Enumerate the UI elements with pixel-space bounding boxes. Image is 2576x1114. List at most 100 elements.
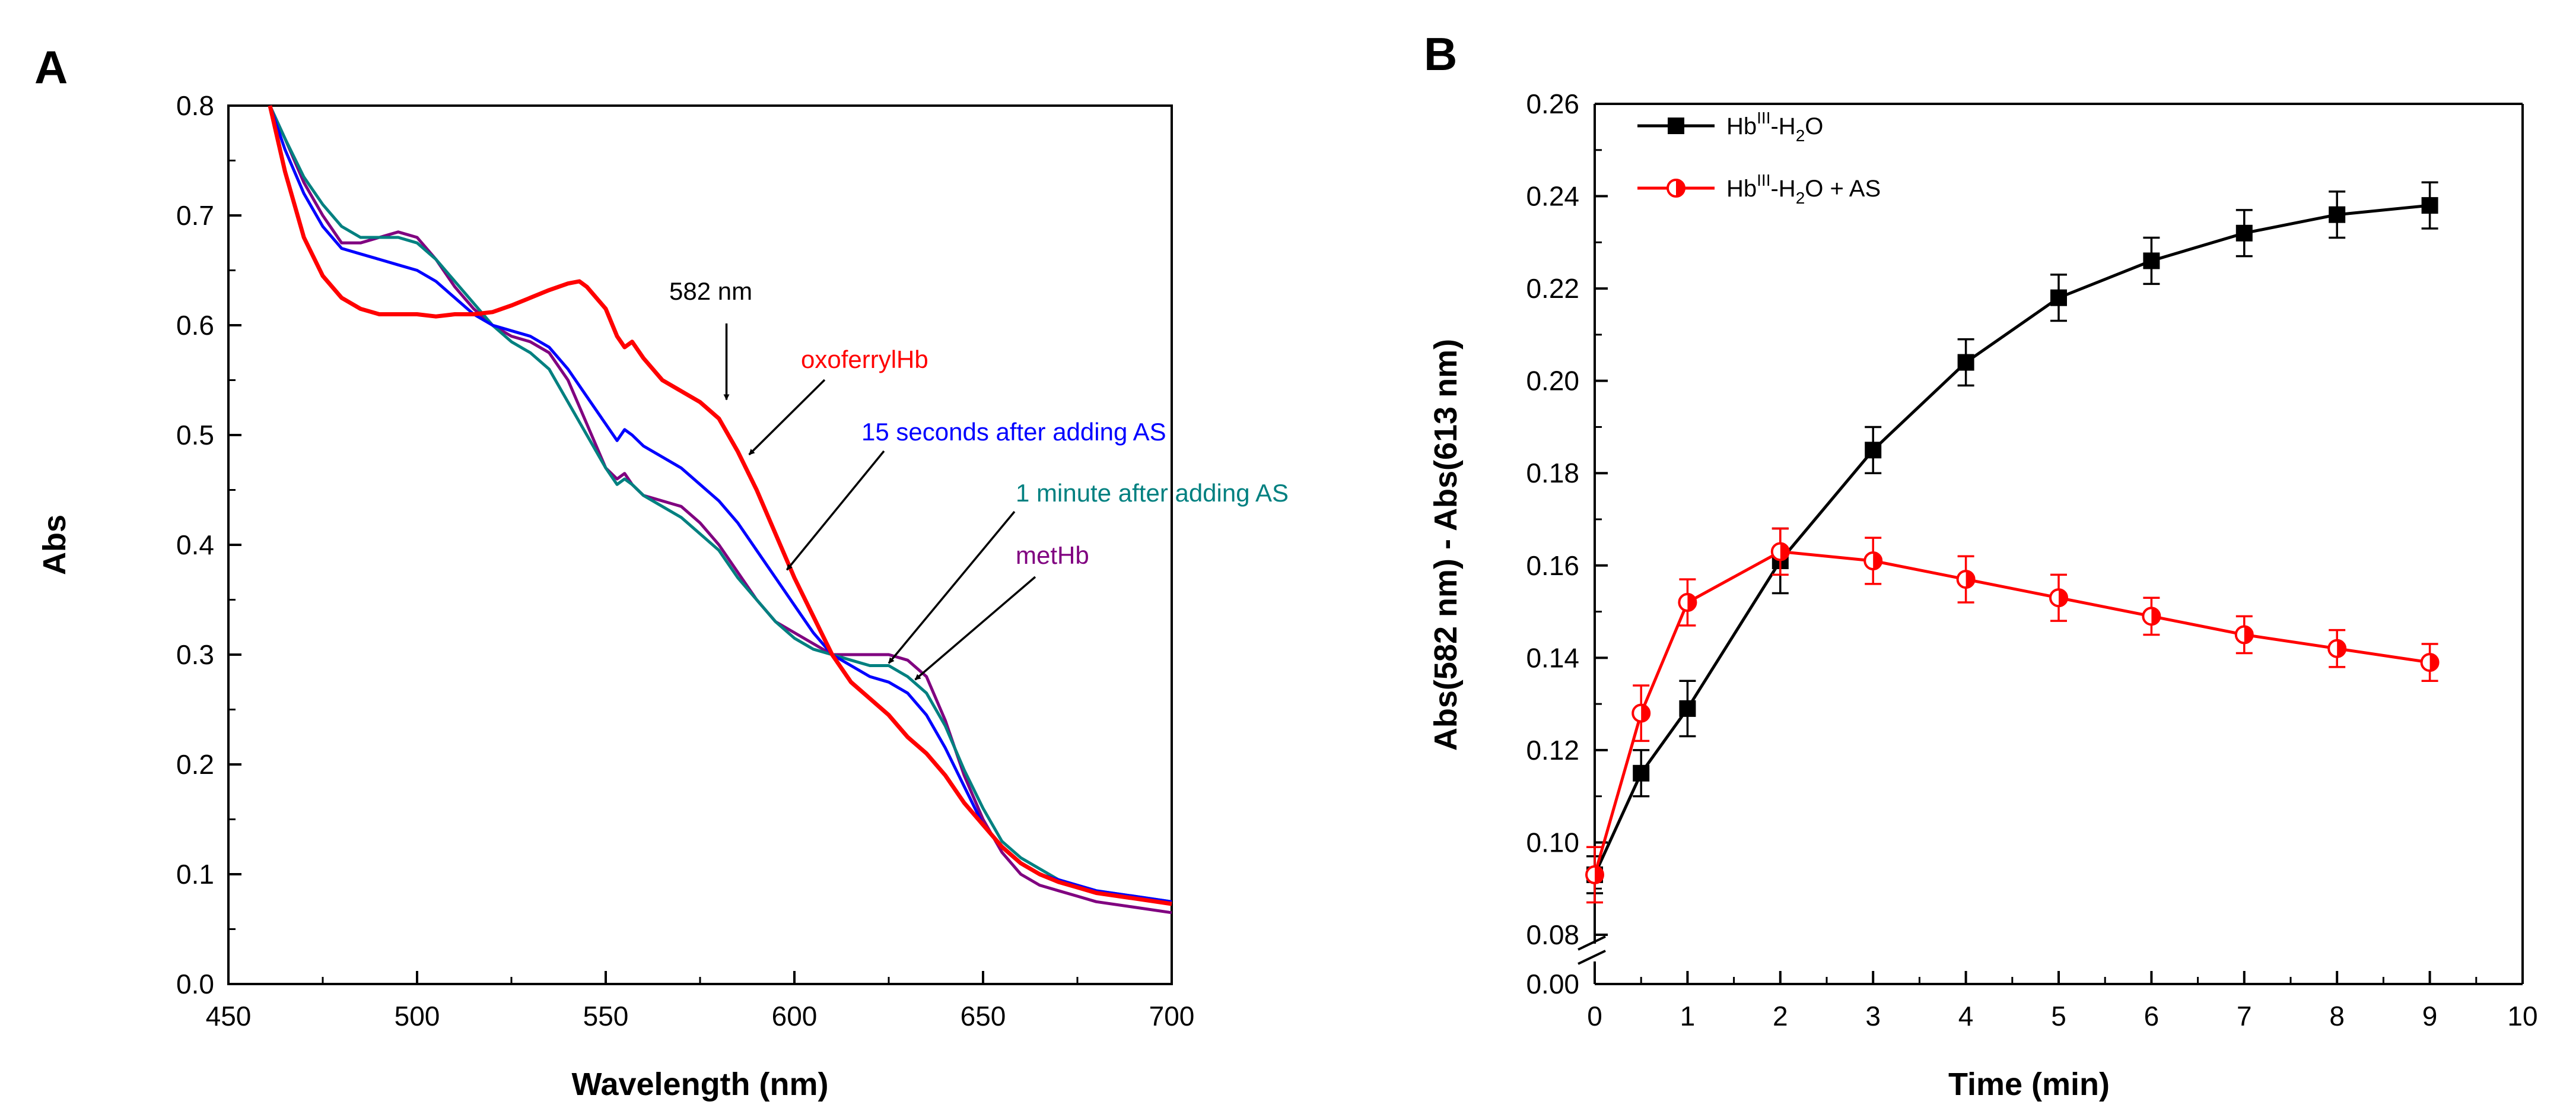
- legend-marker-square: [1668, 118, 1684, 134]
- data-point-half-fill: [1641, 704, 1650, 722]
- x-tick-label: 10: [2507, 1001, 2537, 1032]
- y-tick-label: 0.0: [176, 969, 214, 999]
- y-tick-label: 0.8: [176, 90, 214, 121]
- panel-a-ticks: 450 500 550 600 650 700 0.0 0.1 0.2 0.3 0.4 0.5 0.6 0…: [176, 90, 1194, 1032]
- x-tick-label: 3: [1865, 1001, 1881, 1032]
- y-tick-label: 0.14: [1526, 642, 1579, 673]
- data-point-square: [1865, 442, 1882, 459]
- y-tick-label: 0.26: [1526, 88, 1579, 119]
- panel-b-ticks: 0 1 2 3 4 5 6 7 8 9 10 0.00 0.08 0.10 0.12 0.14 0.16 0.18…: [1526, 88, 2537, 1032]
- data-point-square: [2329, 206, 2346, 223]
- y-tick-label: 0.5: [176, 420, 214, 450]
- panel-a-x-axis-label: Wavelength (nm): [571, 1067, 828, 1102]
- series-line-1-minute-after-adding-as: [268, 104, 1172, 903]
- y-tick-label: 0.10: [1526, 827, 1579, 858]
- panel-b-x-axis-label: Time (min): [1948, 1067, 2110, 1102]
- data-point-square: [2143, 252, 2160, 269]
- y-tick-label: 0.7: [176, 200, 214, 231]
- panel-a-label: A: [34, 41, 68, 93]
- panel-a: A 450 500 550 600 650 700 0.0 0.1 0.2 0.3 0.4 0.5 0.…: [34, 41, 1289, 1102]
- legend-label-part: III: [1757, 109, 1770, 127]
- annotation-label: metHb: [1016, 541, 1089, 569]
- data-point-square: [2421, 197, 2438, 214]
- data-point-half-fill: [1595, 866, 1604, 883]
- legend-label-part: Hb: [1726, 176, 1757, 202]
- data-point-square: [2050, 289, 2067, 306]
- axis-break-mark: [1578, 935, 1606, 951]
- data-point-half-fill: [1780, 543, 1789, 560]
- data-point-square: [1679, 700, 1696, 717]
- data-point-square: [1633, 764, 1650, 782]
- x-tick-label: 450: [206, 1001, 252, 1032]
- series-line-hb: [1593, 204, 2430, 875]
- data-point-half-fill: [2151, 608, 2160, 625]
- annotation-arrow: [914, 576, 1036, 681]
- x-tick-label: 500: [395, 1001, 440, 1032]
- x-tick-label: 4: [1958, 1001, 1974, 1032]
- annotation-label: oxoferrylHb: [801, 345, 928, 373]
- annotation-arrow: [888, 510, 1016, 664]
- panel-a-series: [268, 104, 1172, 915]
- data-point-half-fill: [2337, 640, 2346, 657]
- data-point-square: [2235, 224, 2253, 242]
- data-point-half-fill: [1873, 553, 1882, 569]
- x-tick-label: 550: [583, 1001, 629, 1032]
- x-tick-label: 1: [1680, 1001, 1696, 1032]
- y-tick-label: 0.16: [1526, 550, 1579, 581]
- data-point-half-fill: [2429, 654, 2438, 671]
- legend-marker-half-fill: [1676, 180, 1684, 196]
- data-point-half-fill: [2059, 589, 2067, 607]
- panel-a-annotations: 582 nm oxoferrylHb 15 seconds after adding…: [669, 277, 1289, 681]
- x-tick-label: 700: [1149, 1001, 1195, 1032]
- panel-b-series: [1585, 181, 2440, 904]
- y-tick-label: 0.22: [1526, 273, 1579, 304]
- series-line-oxoferrylhb: [268, 105, 1172, 906]
- y-tick-label: 0.1: [176, 859, 214, 890]
- x-tick-label: 600: [772, 1001, 818, 1032]
- y-tick-label: 0.24: [1526, 181, 1579, 212]
- data-point-half-fill: [1687, 594, 1696, 611]
- y-tick-label: 0.3: [176, 639, 214, 670]
- x-tick-label: 6: [2144, 1001, 2160, 1032]
- legend-label-part: 2: [1796, 189, 1805, 207]
- panel-a-y-axis-label: Abs: [37, 515, 72, 575]
- x-tick-label: 650: [961, 1001, 1006, 1032]
- data-point-half-fill: [2244, 626, 2253, 643]
- x-tick-label: 7: [2237, 1001, 2252, 1032]
- series-line-methb: [268, 104, 1172, 915]
- y-tick-label: 0.4: [176, 529, 214, 560]
- legend-label: HbIII-H2O + AS: [1726, 171, 1881, 207]
- y-tick-label: 0.2: [176, 749, 214, 780]
- annotation-label: 15 seconds after adding AS: [861, 418, 1166, 446]
- x-tick-label: 8: [2329, 1001, 2345, 1032]
- x-tick-label: 0: [1587, 1001, 1602, 1032]
- panel-b: B 0 1 2 3 4 5 6 7 8 9 10 0.00 0.08 0.10 0.12 0.14 0.16 0.…: [1424, 28, 2538, 1102]
- annotation-arrow: [748, 379, 826, 456]
- axis-break-mark: [1578, 950, 1606, 965]
- panel-b-plot-frame: [1578, 103, 2524, 985]
- panel-b-label: B: [1424, 28, 1457, 80]
- y-tick-label: 0.20: [1526, 366, 1579, 396]
- legend-label: HbIII-H2O: [1726, 109, 1823, 145]
- legend-label-part: 2: [1796, 126, 1805, 145]
- x-tick-label: 2: [1773, 1001, 1788, 1032]
- data-point-square: [1957, 354, 1974, 371]
- annotation-label: 1 minute after adding AS: [1016, 479, 1289, 507]
- legend-label-part: -H: [1770, 176, 1795, 202]
- y-tick-label: 0.6: [176, 310, 214, 341]
- legend-label-part: III: [1757, 171, 1770, 189]
- y-tick-label: 0.18: [1526, 458, 1579, 488]
- series-line-hb-as: [1593, 550, 2430, 875]
- legend-label-part: -H: [1770, 113, 1795, 139]
- legend-label-part: O + AS: [1805, 176, 1881, 202]
- annotation-arrow: [785, 450, 885, 571]
- panel-b-y-axis-label: Abs(582 nm) - Abs(613 nm): [1428, 339, 1464, 751]
- x-tick-label: 5: [2051, 1001, 2066, 1032]
- y-tick-label: 0.00: [1526, 969, 1579, 999]
- legend-label-part: Hb: [1726, 113, 1757, 139]
- x-tick-label: 9: [2422, 1001, 2438, 1032]
- data-point-half-fill: [1966, 571, 1974, 588]
- annotation-label: 582 nm: [669, 277, 752, 305]
- legend-label-part: O: [1805, 113, 1823, 139]
